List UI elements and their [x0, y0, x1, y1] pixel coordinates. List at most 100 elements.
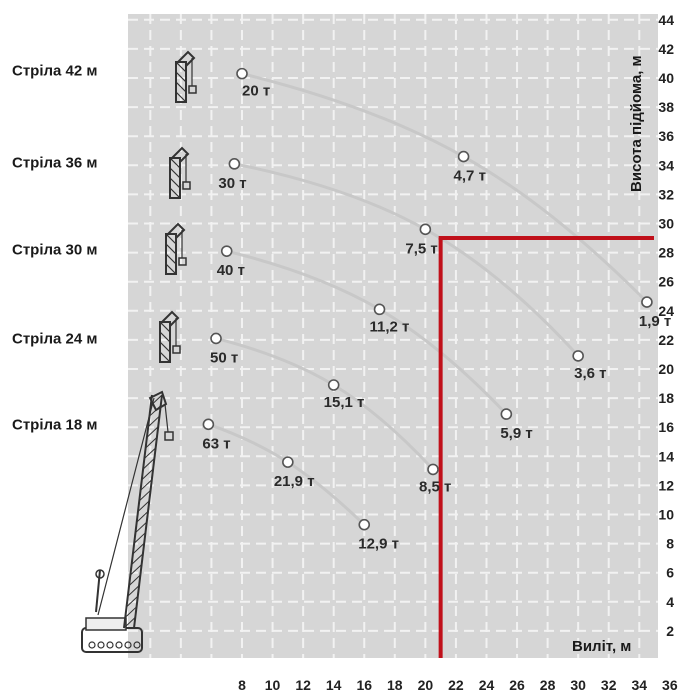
- point-marker: [202, 418, 215, 431]
- point-label: 5,9 т: [500, 425, 532, 442]
- jib-icon: [169, 146, 191, 199]
- point-label: 8,5 т: [419, 478, 451, 495]
- boom-label: Стріла 18 м: [12, 416, 98, 433]
- point-label: 20 т: [242, 83, 270, 100]
- track-wheel: [124, 641, 132, 649]
- boom-lacing: [123, 617, 136, 629]
- x-tick-label: 30: [570, 677, 586, 693]
- y-tick-label: 36: [658, 128, 674, 144]
- boom-lacing: [146, 426, 159, 438]
- point-label: 30 т: [218, 175, 246, 192]
- y-tick-label: 4: [666, 594, 674, 610]
- jib-icon: [165, 222, 187, 275]
- x-tick-label: 34: [631, 677, 647, 693]
- point-marker: [457, 150, 470, 163]
- gantry: [95, 569, 101, 613]
- point-marker: [282, 456, 294, 468]
- hook-block: [164, 431, 174, 441]
- boom-lacing: [141, 468, 154, 481]
- x-tick-label: 12: [295, 677, 311, 693]
- boom-lacing: [126, 595, 139, 608]
- boom-label: Стріла 36 м: [12, 154, 98, 171]
- point-marker: [236, 67, 248, 80]
- point-marker: [419, 223, 432, 236]
- point-marker: [228, 158, 241, 170]
- point-marker: [373, 303, 386, 316]
- y-tick-label: 10: [658, 507, 674, 523]
- x-tick-label: 16: [356, 677, 372, 693]
- boom-lacing: [136, 511, 149, 523]
- x-tick-label: 18: [387, 677, 403, 693]
- boom-head: [148, 390, 168, 412]
- boom-label: Стріла 42 м: [12, 63, 98, 80]
- x-tick-label: 10: [265, 677, 281, 693]
- highlight-lines: [438, 236, 654, 658]
- y-tick-label: 40: [658, 70, 674, 86]
- y-tick-label: 24: [658, 303, 674, 319]
- x-tick-label: 22: [448, 677, 464, 693]
- boom-lacing: [127, 585, 140, 597]
- y-tick-label: 30: [658, 216, 674, 232]
- x-tick-label: 14: [326, 677, 342, 693]
- pendant-line: [97, 397, 155, 616]
- y-tick-label: 12: [658, 477, 674, 493]
- boom-lacing: [128, 574, 141, 587]
- track-wheel: [88, 641, 96, 649]
- boom-lacing: [138, 489, 151, 502]
- y-tick-label: 2: [666, 623, 674, 639]
- boom-label: Стріла 30 м: [12, 242, 98, 259]
- jib-icon: [159, 310, 181, 363]
- axes: 8 10 12 14 16 18 20 22 24 26 28 30 32 34 3624681012141…: [238, 12, 678, 693]
- y-tick-label: 32: [658, 186, 674, 202]
- point-marker: [327, 379, 340, 391]
- x-tick-label: 28: [540, 677, 556, 693]
- boom-lacing: [142, 458, 155, 470]
- track-wheel: [97, 641, 105, 649]
- y-tick-label: 38: [658, 99, 674, 115]
- point-label: 7,5 т: [405, 240, 437, 257]
- boom-lacing: [130, 564, 142, 576]
- point-label: 11,2 т: [370, 318, 410, 335]
- x-tick-label: 36: [662, 677, 678, 693]
- y-tick-label: 42: [658, 41, 674, 57]
- point-label: 50 т: [210, 349, 238, 366]
- point-marker: [641, 296, 653, 308]
- point-label: 4,7 т: [454, 168, 486, 185]
- x-tick-label: 32: [601, 677, 617, 693]
- boom-lacing: [132, 542, 145, 555]
- boom-lacing: [147, 415, 160, 428]
- x-axis-title: Виліт, м: [572, 638, 631, 655]
- boom-lacing: [144, 447, 156, 459]
- point-labels: 20 т 4,7 т 1,9 т 30 т 7,5 т 3,6 т 40 т 11,2 т 5,…: [202, 83, 671, 553]
- y-tick-label: 28: [658, 245, 674, 261]
- y-tick-label: 22: [658, 332, 674, 348]
- y-tick-label: 6: [666, 565, 674, 581]
- point-label: 3,6 т: [574, 365, 606, 382]
- boom-lacing: [135, 521, 148, 534]
- hook-rope: [164, 403, 169, 433]
- boom-lacing: [140, 479, 153, 491]
- y-tick-label: 26: [658, 274, 674, 290]
- y-tick-label: 16: [658, 419, 674, 435]
- point-marker: [500, 408, 513, 420]
- track-wheel: [106, 641, 114, 649]
- y-tick-label: 44: [658, 12, 674, 28]
- boom-label: Стріла 24 м: [12, 330, 98, 347]
- x-tick-label: 8: [238, 677, 246, 693]
- y-tick-label: 34: [658, 157, 674, 173]
- point-marker: [358, 518, 371, 531]
- point-marker: [220, 245, 233, 257]
- point-marker: [427, 463, 439, 476]
- boom-lacing: [137, 500, 150, 512]
- track-wheel: [133, 641, 141, 649]
- boom-labels: Стріла 42 м Стріла 36 м Стріла 30 м Стріла …: [12, 63, 98, 434]
- point-label: 40 т: [217, 262, 245, 279]
- gantry-sheave: [95, 569, 105, 579]
- boom-lacing: [133, 532, 146, 544]
- x-tick-label: 26: [509, 677, 525, 693]
- point-label: 12,9 т: [358, 536, 399, 553]
- point-label: 15,1 т: [324, 394, 365, 411]
- boom-lacing: [145, 436, 158, 449]
- point-marker: [210, 332, 222, 345]
